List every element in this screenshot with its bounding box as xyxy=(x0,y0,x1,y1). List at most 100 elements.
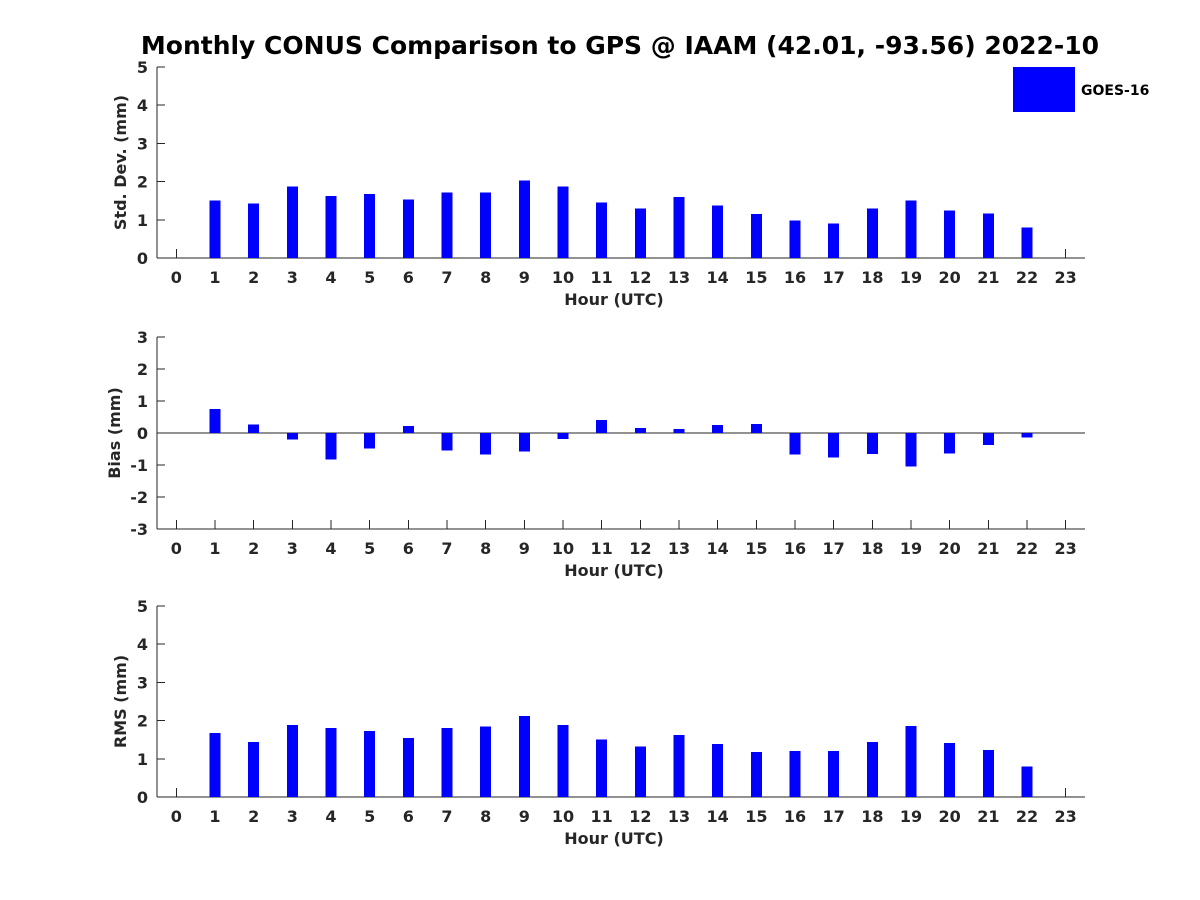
x-tick-label: 18 xyxy=(861,539,883,558)
y-tick-label: 4 xyxy=(137,635,148,654)
y-tick-label: 1 xyxy=(137,392,148,411)
y-axis-label: Bias (mm) xyxy=(105,387,124,479)
x-axis-label: Hour (UTC) xyxy=(564,290,664,309)
x-tick-label: 6 xyxy=(403,807,414,826)
bar-hour-7 xyxy=(441,728,453,797)
x-tick-label: 16 xyxy=(784,539,806,558)
x-tick-label: 13 xyxy=(668,807,690,826)
bar-hour-11 xyxy=(596,420,608,433)
legend-swatch-goes-16 xyxy=(1013,67,1075,112)
bar-hour-17 xyxy=(828,751,840,797)
x-tick-label: 7 xyxy=(441,807,452,826)
x-tick-label: 17 xyxy=(823,807,845,826)
bar-hour-1 xyxy=(209,409,221,433)
x-tick-label: 14 xyxy=(707,807,729,826)
y-tick-label: 3 xyxy=(137,134,148,153)
y-tick-label: 2 xyxy=(137,712,148,731)
bar-hour-8 xyxy=(480,726,492,797)
x-tick-label: 12 xyxy=(629,807,651,826)
bar-hour-21 xyxy=(982,433,994,446)
bar-hour-16 xyxy=(789,220,801,258)
bar-hour-2 xyxy=(248,424,260,433)
x-tick-label: 13 xyxy=(668,268,690,287)
x-tick-label: 4 xyxy=(325,268,336,287)
bar-hour-17 xyxy=(828,223,840,258)
x-tick-label: 0 xyxy=(171,807,182,826)
y-tick-label: 0 xyxy=(137,788,148,807)
bar-hour-2 xyxy=(248,203,260,258)
bar-hour-15 xyxy=(750,214,762,258)
bar-hour-10 xyxy=(557,433,569,439)
x-tick-label: 10 xyxy=(552,807,574,826)
y-tick-label: 4 xyxy=(137,96,148,115)
x-tick-label: 23 xyxy=(1055,807,1077,826)
bar-hour-4 xyxy=(325,728,337,797)
x-tick-label: 3 xyxy=(287,539,298,558)
figure-title: Monthly CONUS Comparison to GPS @ IAAM (… xyxy=(141,31,1099,60)
x-tick-label: 13 xyxy=(668,539,690,558)
y-tick-label: 3 xyxy=(137,328,148,347)
x-tick-label: 3 xyxy=(287,807,298,826)
bar-hour-10 xyxy=(557,186,569,258)
x-tick-label: 14 xyxy=(707,268,729,287)
x-tick-label: 11 xyxy=(591,268,613,287)
x-tick-label: 19 xyxy=(900,539,922,558)
x-tick-label: 0 xyxy=(171,539,182,558)
bar-hour-13 xyxy=(673,429,685,433)
x-tick-label: 6 xyxy=(403,539,414,558)
x-tick-label: 10 xyxy=(552,539,574,558)
x-tick-label: 20 xyxy=(939,807,961,826)
x-tick-label: 18 xyxy=(861,807,883,826)
bar-hour-18 xyxy=(866,741,878,797)
x-tick-label: 1 xyxy=(209,268,220,287)
x-tick-label: 0 xyxy=(171,268,182,287)
bar-hour-6 xyxy=(402,199,414,258)
bar-hour-9 xyxy=(518,180,530,258)
legend: GOES-16 xyxy=(1013,67,1149,112)
y-tick-label: -1 xyxy=(130,456,148,475)
bar-hour-1 xyxy=(209,733,221,797)
x-tick-label: 15 xyxy=(745,539,767,558)
x-tick-label: 3 xyxy=(287,268,298,287)
x-tick-label: 16 xyxy=(784,268,806,287)
bar-hour-10 xyxy=(557,725,569,797)
x-tick-label: 20 xyxy=(939,539,961,558)
x-tick-label: 4 xyxy=(325,807,336,826)
bar-hour-20 xyxy=(944,210,956,258)
x-tick-label: 16 xyxy=(784,807,806,826)
x-tick-label: 2 xyxy=(248,539,259,558)
bar-hour-15 xyxy=(750,424,762,433)
x-tick-label: 21 xyxy=(977,539,999,558)
bar-hour-14 xyxy=(712,205,724,258)
bar-hour-21 xyxy=(982,750,994,797)
y-tick-label: 1 xyxy=(137,211,148,230)
x-tick-label: 22 xyxy=(1016,807,1038,826)
bar-hour-22 xyxy=(1021,433,1033,438)
bar-hour-13 xyxy=(673,196,685,258)
y-tick-label: -3 xyxy=(130,520,148,539)
bar-hour-12 xyxy=(634,746,646,797)
bar-hour-9 xyxy=(518,433,530,452)
x-tick-label: 8 xyxy=(480,268,491,287)
x-tick-label: 4 xyxy=(325,539,336,558)
x-axis-label: Hour (UTC) xyxy=(564,561,664,580)
x-tick-label: 8 xyxy=(480,539,491,558)
x-tick-label: 1 xyxy=(209,807,220,826)
x-tick-label: 5 xyxy=(364,268,375,287)
x-tick-label: 15 xyxy=(745,807,767,826)
bar-hour-6 xyxy=(402,425,414,433)
y-tick-label: 1 xyxy=(137,750,148,769)
x-tick-label: 7 xyxy=(441,268,452,287)
y-tick-label: 2 xyxy=(137,360,148,379)
bar-hour-11 xyxy=(596,739,608,797)
bar-hour-21 xyxy=(982,213,994,258)
bar-hour-6 xyxy=(402,737,414,797)
y-tick-label: 5 xyxy=(137,597,148,616)
x-tick-label: 12 xyxy=(629,539,651,558)
x-tick-label: 14 xyxy=(707,539,729,558)
bar-hour-12 xyxy=(634,208,646,258)
x-tick-label: 5 xyxy=(364,807,375,826)
bar-hour-20 xyxy=(944,742,956,797)
